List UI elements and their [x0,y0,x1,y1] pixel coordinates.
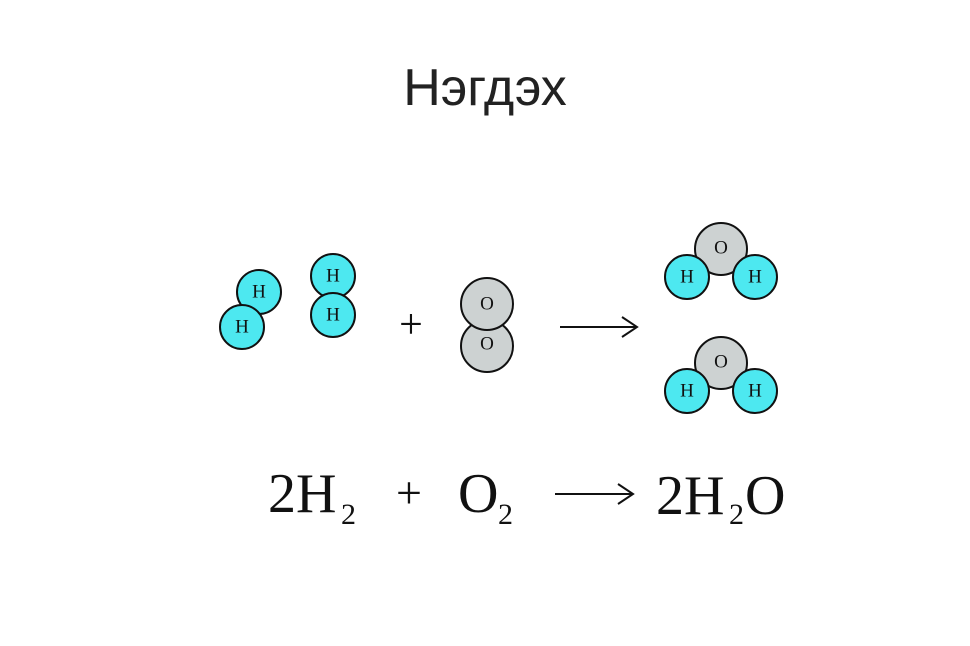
hydrogen-atom [664,254,710,300]
equation-o2-symbol: O [458,463,498,525]
equation-product-subscript: 2 [729,498,744,531]
atom-label: H [252,282,266,303]
equation-product-coefficient: 2H [656,465,724,527]
atom-label: O [480,334,494,355]
equation-plus-sign: + [396,467,422,518]
page-title: Нэгдэх [403,59,567,117]
hydrogen-atom [664,368,710,414]
atom-label: H [748,267,762,288]
hydrogen-atom [310,292,356,338]
plus-sign: + [399,302,423,348]
hydrogen-atom [732,368,778,414]
equation-h2-coefficient: 2H [268,463,336,525]
atom-label: H [235,317,249,338]
atom-label: H [326,266,340,287]
atom-label: O [480,294,494,315]
atom-label: H [680,381,694,402]
chemical-equation: 2H 2 + O 2 2H 2 O [268,463,785,531]
atom-label: H [748,381,762,402]
equation-o2-subscript: 2 [498,498,513,531]
atom-label: H [680,267,694,288]
hydrogen-atom [732,254,778,300]
oxygen-molecule: O O [460,277,514,373]
equation-arrow-icon [555,483,635,505]
reaction-arrow-icon [560,316,639,338]
hydrogen-molecule-1: H H [219,269,282,350]
equation-product-tail: O [745,465,785,527]
hydrogen-molecule-2: H H [310,253,356,338]
water-molecule-1: O H H [664,222,778,300]
equation-h2-subscript: 2 [341,498,356,531]
hydrogen-atom [219,304,265,350]
oxygen-atom [694,336,748,390]
atom-label: H [326,305,340,326]
oxygen-atom [694,222,748,276]
atom-label: O [714,352,728,373]
atom-label: O [714,238,728,259]
oxygen-atom [460,277,514,331]
water-molecule-2: O H H [664,336,778,414]
